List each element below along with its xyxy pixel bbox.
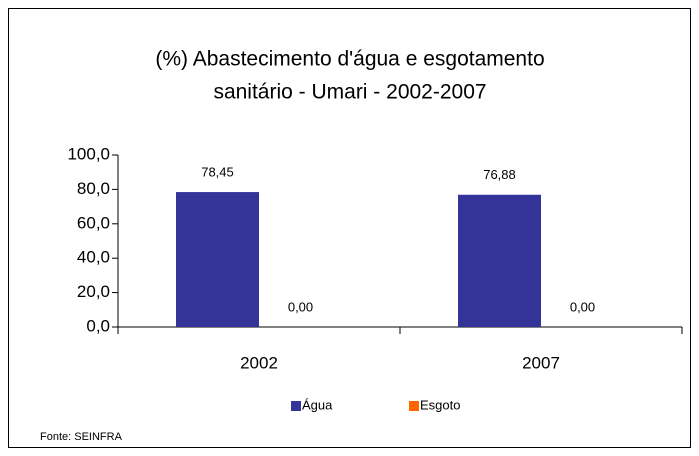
chart-title: (%) Abastecimento d'água e esgotamento xyxy=(155,48,544,71)
y-tick-label: 60,0 xyxy=(77,213,110,232)
y-tick-label: 0,0 xyxy=(86,316,110,335)
value-label: 78,45 xyxy=(201,165,234,180)
value-label: 76,88 xyxy=(483,167,516,182)
legend-label: Esgoto xyxy=(420,397,460,412)
x-tick-label: 2002 xyxy=(240,353,278,372)
chart-border xyxy=(8,8,691,448)
legend-swatch xyxy=(409,401,419,411)
legend-swatch xyxy=(291,401,301,411)
y-tick-label: 20,0 xyxy=(77,282,110,301)
value-label: 0,00 xyxy=(288,299,313,314)
bar xyxy=(176,192,259,327)
legend-label: Água xyxy=(302,397,333,412)
value-label: 0,00 xyxy=(570,299,595,314)
chart-title: sanitário - Umari - 2002-2007 xyxy=(213,81,486,104)
x-tick-label: 2007 xyxy=(522,353,560,372)
bar xyxy=(458,194,541,327)
source-note: Fonte: SEINFRA xyxy=(40,431,123,443)
y-tick-label: 100,0 xyxy=(67,144,110,163)
y-tick-label: 40,0 xyxy=(77,248,110,267)
y-tick-label: 80,0 xyxy=(77,179,110,198)
